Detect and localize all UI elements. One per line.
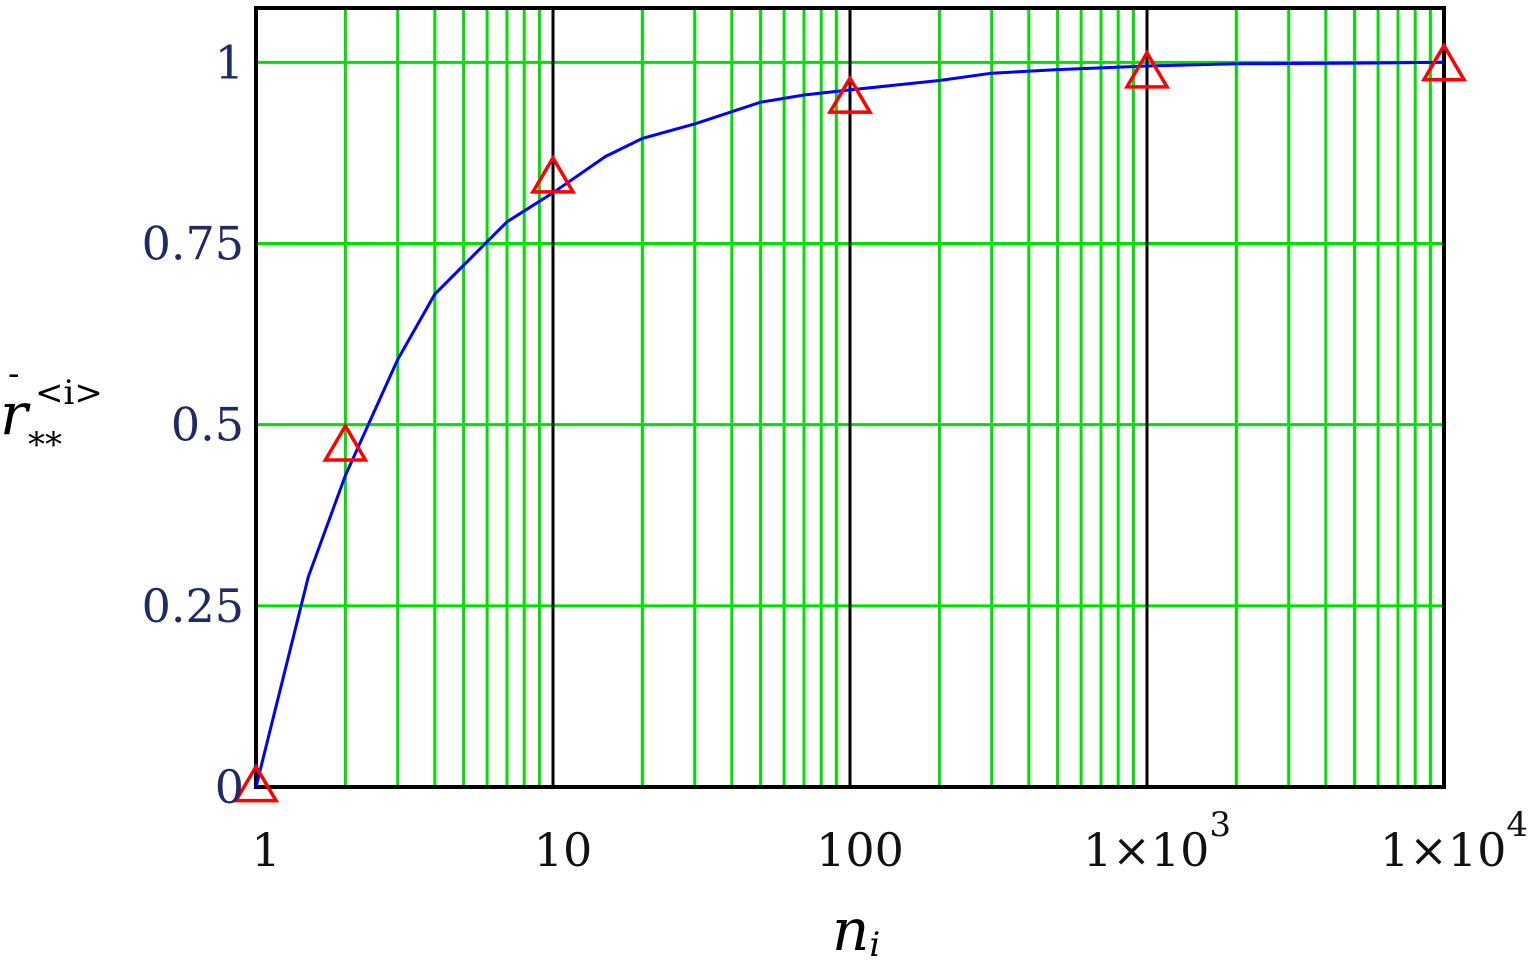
triangle-marker — [1123, 49, 1171, 89]
y-tick-label: 1 — [215, 35, 244, 89]
curve-series-line — [254, 60, 1445, 788]
y-axis-label-main: r — [0, 380, 31, 448]
y-axis-bar: - — [8, 354, 20, 394]
series-layer — [254, 60, 1445, 788]
y-tick-label: 0 — [215, 760, 244, 814]
marker-layer — [232, 42, 1468, 803]
x-axis-label-sub: i — [869, 925, 880, 961]
triangle-marker — [529, 154, 577, 194]
y-axis-label-sup: <i> — [35, 373, 103, 413]
major-grid — [551, 8, 1149, 787]
y-axis-label: - r ** <i> — [0, 354, 103, 465]
y-tick-label: 0.25 — [142, 579, 244, 633]
x-axis-label-main: n — [832, 896, 869, 961]
x-tick-label: 1×104 — [1380, 805, 1528, 877]
plot-frame — [254, 6, 1446, 789]
x-axis-label: ni — [832, 896, 880, 961]
triangle-marker — [826, 74, 874, 114]
minor-grid — [256, 8, 1444, 787]
x-tick-label: 10 — [534, 823, 593, 877]
triangle-marker — [232, 763, 280, 803]
y-axis-label-sub: ** — [28, 425, 62, 465]
x-tick-label: 100 — [816, 823, 904, 877]
triangle-marker — [322, 422, 369, 462]
x-tick-labels: 1 10 100 1×103 1×104 — [251, 805, 1528, 877]
y-tick-label: 0.5 — [171, 398, 244, 452]
triangle-marker — [1420, 42, 1468, 82]
x-tick-label: 1 — [251, 823, 280, 877]
y-tick-label: 0.75 — [142, 217, 244, 271]
y-tick-labels: 0 0.25 0.5 0.75 1 — [142, 35, 244, 814]
x-tick-label: 1×103 — [1083, 805, 1231, 877]
